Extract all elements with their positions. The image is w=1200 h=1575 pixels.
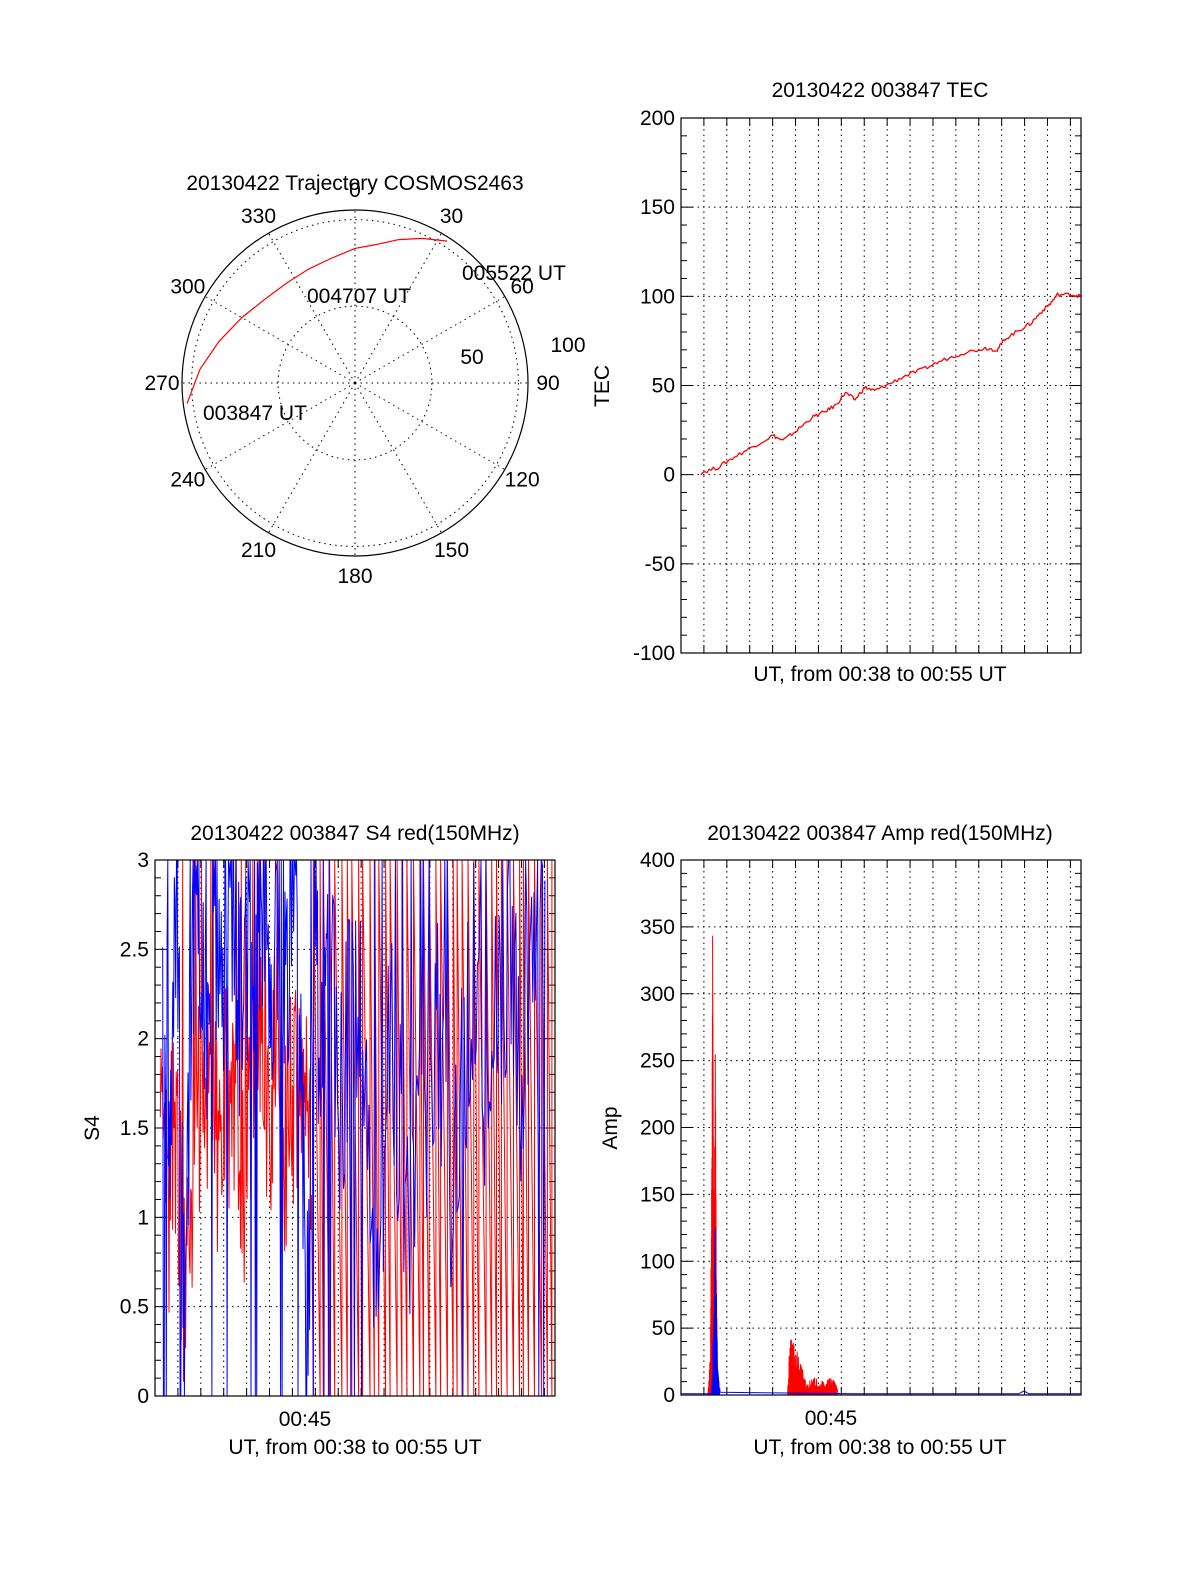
s4-plot-area <box>159 859 553 1397</box>
tec-ytick-labels: -100 -50 0 50 100 150 200 <box>633 107 675 665</box>
s4-ytick-label: 0 <box>137 1385 149 1408</box>
amp-frame <box>680 859 1082 1396</box>
amp-ticks <box>681 859 1081 1396</box>
s4-ytick-label: 0.5 <box>120 1296 149 1319</box>
s4-title: 20130422 003847 S4 red(150MHz) <box>190 822 519 845</box>
amp-ytick-label: 350 <box>640 916 675 939</box>
s4-panel: 20130422 003847 S4 red(150MHz) 0 0.5 1 1.5 2… <box>81 822 556 1459</box>
amp-ytick-label: 150 <box>640 1183 675 1206</box>
polar-angle-label-270: 270 <box>144 372 179 395</box>
polar-spoke-150 <box>354 382 442 534</box>
polar-angle-label-0: 0 <box>349 179 361 202</box>
amp-title: 20130422 003847 Amp red(150MHz) <box>707 822 1053 845</box>
polar-spoke-60 <box>354 296 506 384</box>
polar-grid <box>182 210 528 556</box>
tec-series-line <box>700 292 1082 476</box>
tec-panel: 20130422 003847 TEC -100-50050100150200 … <box>591 79 1082 686</box>
polar-radial-label-100: 100 <box>550 334 585 357</box>
s4-frame <box>154 859 556 1397</box>
amp-ytick-label: 300 <box>640 983 675 1006</box>
s4-ytick-label: 2 <box>137 1028 149 1051</box>
s4-xtick-labels: 00:45 <box>279 1408 332 1431</box>
polar-ring-0 <box>277 305 433 461</box>
tec-title: 20130422 003847 TEC <box>772 79 989 102</box>
amp-series-blue <box>681 1227 1081 1396</box>
polar-spoke-120 <box>354 382 506 470</box>
polar-angle-label-120: 120 <box>505 469 540 492</box>
polar-angle-label-60: 60 <box>510 276 533 299</box>
tec-ticks <box>681 117 1081 654</box>
amp-panel: 20130422 003847 Amp red(150MHz) 0 50 100 15… <box>599 822 1082 1459</box>
tec-frame <box>680 117 1082 654</box>
polar-annotation-end: 005522 UT <box>462 262 566 285</box>
s4-ytick-label: 3 <box>137 849 149 872</box>
s4-series-red <box>159 859 553 1397</box>
s4-ytick-label: 2.5 <box>120 938 149 961</box>
polar-angle-labels: 0 30 60 90 120 150 180 210 240 270 300 330 <box>144 179 559 588</box>
amp-xlabel: UT, from 00:38 to 00:55 UT <box>753 1436 1006 1459</box>
polar-radial-label-50: 50 <box>460 346 483 369</box>
amp-grid <box>681 859 1081 1396</box>
polar-spoke-210 <box>268 382 356 534</box>
polar-angle-label-210: 210 <box>241 539 276 562</box>
s4-xlabel: UT, from 00:38 to 00:55 UT <box>228 1436 481 1459</box>
amp-ytick-label: 200 <box>640 1117 675 1140</box>
polar-angle-label-150: 150 <box>434 539 469 562</box>
amp-ytick-label: 100 <box>640 1250 675 1273</box>
s4-series-blue <box>162 859 546 1397</box>
s4-ytick-labels: 0 0.5 1 1.5 2 2.5 3 <box>120 849 149 1408</box>
amp-xtick-label: 00:45 <box>805 1407 858 1430</box>
s4-ytick-label: 1 <box>137 1206 149 1229</box>
polar-angle-label-180: 180 <box>337 565 372 588</box>
polar-spoke-330 <box>268 232 356 384</box>
tec-ytick-label: 100 <box>640 285 675 308</box>
tec-ytick-label: -50 <box>645 553 675 576</box>
tec-xlabel: UT, from 00:38 to 00:55 UT <box>753 663 1006 686</box>
polar-spoke-300 <box>204 296 356 384</box>
tec-ytick-label: 0 <box>663 464 675 487</box>
polar-angle-label-30: 30 <box>440 205 463 228</box>
polar-annotation-start: 003847 UT <box>203 402 307 425</box>
polar-ring-1 <box>191 219 519 547</box>
polar-spoke-30 <box>354 232 442 384</box>
tec-ytick-label: 150 <box>640 196 675 219</box>
s4-ylabel: S4 <box>81 1115 104 1141</box>
tec-ytick-label: 200 <box>640 107 675 130</box>
amp-ytick-label: 400 <box>640 849 675 872</box>
tec-ylabel: TEC <box>591 365 614 407</box>
tec-plot-area <box>700 292 1082 476</box>
tec-ytick-label: 50 <box>652 375 675 398</box>
amp-ytick-label: 0 <box>663 1384 675 1407</box>
polar-angle-label-330: 330 <box>241 205 276 228</box>
amp-ytick-label: 250 <box>640 1050 675 1073</box>
polar-trajectory-line <box>186 237 448 404</box>
tec-ytick-label: -100 <box>633 642 675 665</box>
amp-ytick-label: 50 <box>652 1317 675 1340</box>
polar-angle-label-90: 90 <box>536 372 559 395</box>
polar-panel: 20130422 Trajectory COSMOS2463 0 30 60 90 12… <box>144 172 585 588</box>
s4-ytick-label: 1.5 <box>120 1117 149 1140</box>
amp-series-red <box>681 935 841 1396</box>
polar-annotation-mid: 004707 UT <box>307 285 411 308</box>
amp-xtick-labels: 00:45 <box>805 1407 858 1430</box>
amp-plot-area <box>681 935 1081 1396</box>
tec-grid <box>681 117 1081 654</box>
polar-angle-label-300: 300 <box>170 276 205 299</box>
amp-ytick-labels: 0 50 100 150 200 250 300 350 400 <box>640 849 675 1407</box>
amp-ylabel: Amp <box>599 1106 622 1149</box>
polar-outer-circle <box>181 209 529 557</box>
polar-title: 20130422 Trajectory COSMOS2463 <box>186 172 523 195</box>
polar-angle-label-240: 240 <box>170 469 205 492</box>
s4-xtick-label: 00:45 <box>279 1408 332 1431</box>
polar-spoke-240 <box>204 382 356 470</box>
